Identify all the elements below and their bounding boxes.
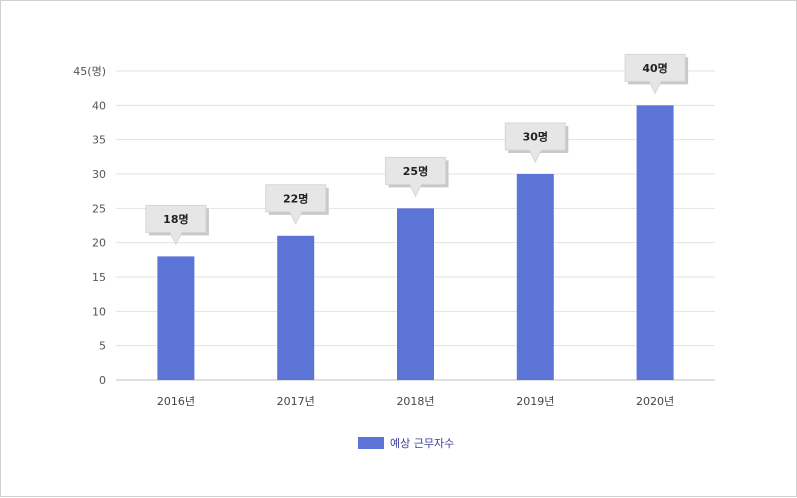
y-tick-label: 0 (99, 374, 106, 387)
data-label-bubble (385, 156, 446, 198)
bar (397, 208, 434, 380)
data-labels: 18명 22명 25명 30명 40명 (145, 53, 689, 246)
legend-swatch (358, 437, 384, 449)
data-label-bubble (504, 122, 566, 164)
y-tick-label: 40 (92, 99, 106, 112)
bar (157, 256, 195, 380)
data-label-bubble (145, 204, 207, 246)
bar (277, 235, 315, 380)
y-tick-label: 10 (92, 305, 106, 318)
y-tick-label: 45(명) (73, 65, 106, 78)
y-tick-label: 35 (92, 134, 106, 147)
bar (516, 174, 554, 380)
bar (636, 105, 674, 380)
bars (157, 105, 674, 380)
data-label-bubble (624, 53, 686, 95)
legend-label: 예상 근무자수 (390, 437, 454, 450)
y-tick-label: 20 (92, 237, 106, 250)
data-label: 22명 (283, 191, 308, 205)
y-tick-label: 5 (99, 340, 106, 353)
y-tick-label: 30 (92, 168, 106, 181)
x-axis: 2016년 2017년 2018년 2019년 2020년 (157, 395, 674, 408)
x-tick-label: 2017년 (277, 395, 315, 408)
x-tick-label: 2016년 (157, 395, 195, 408)
data-label-bubble (265, 184, 327, 225)
x-tick-label: 2018년 (396, 395, 434, 408)
x-tick-label: 2019년 (516, 395, 554, 408)
y-axis: 0 5 10 15 20 25 30 35 40 45(명) (73, 65, 106, 387)
data-label: 25명 (403, 164, 428, 178)
y-tick-label: 25 (92, 202, 106, 215)
data-label: 30명 (523, 130, 548, 144)
x-tick-label: 2020년 (636, 395, 674, 408)
data-label: 18명 (163, 212, 188, 226)
legend: 예상 근무자수 (358, 437, 454, 450)
y-tick-label: 15 (92, 271, 106, 284)
data-label: 40명 (642, 61, 667, 75)
